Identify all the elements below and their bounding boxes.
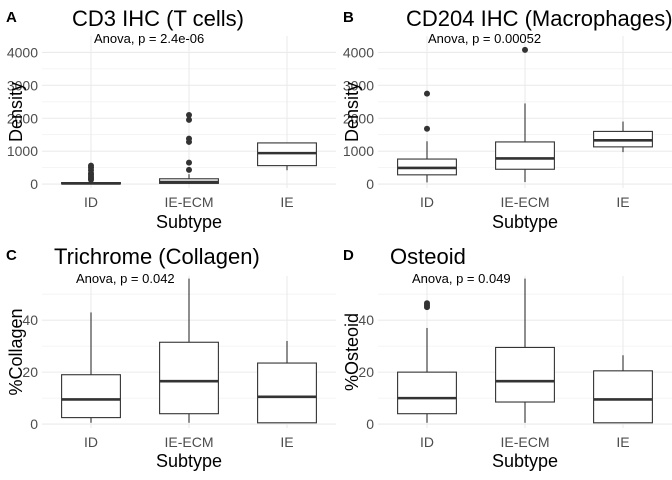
outlier-point: [186, 116, 192, 123]
y-axis-title: %Collagen: [6, 308, 26, 395]
panel-letter: B: [343, 9, 354, 26]
box-iqr: [397, 371, 457, 415]
y-tick-label: 0: [366, 176, 374, 192]
outlier-point: [424, 125, 430, 132]
box-id: [397, 90, 457, 183]
y-tick-label: 0: [30, 416, 38, 432]
y-tick-label: 4000: [7, 44, 38, 60]
title-band: [52, 244, 372, 265]
box-ie-ecm: [159, 278, 219, 423]
x-tick-label: IE-ECM: [165, 194, 214, 210]
box-ie: [593, 355, 653, 424]
panel-a: 0 1000 2000 3000 4000 ID IE-ECM IE Subtype Densit…: [6, 6, 390, 232]
x-axis-title: Subtype: [156, 451, 222, 471]
y-tick-label: 4000: [343, 44, 374, 60]
x-tick-label: IE-ECM: [501, 194, 550, 210]
panel-b: 0 1000 2000 3000 4000 ID IE-ECM IE Subtype Densit…: [342, 6, 672, 232]
y-tick-label: 40: [358, 312, 374, 328]
box-ie-ecm: [495, 278, 555, 423]
x-tick-label: ID: [420, 434, 434, 450]
y-tick-label: 20: [22, 364, 38, 380]
x-tick-label: ID: [84, 194, 98, 210]
title-band: [70, 6, 390, 27]
title-band: [404, 6, 672, 27]
outlier-point: [186, 166, 192, 173]
x-axis-title: Subtype: [492, 451, 558, 471]
y-tick-label: 0: [366, 416, 374, 432]
panel-c: 0 20 40 ID IE-ECM IE Subtype %Collagen C Anova, p…: [6, 244, 372, 471]
x-axis-title: Subtype: [156, 212, 222, 232]
y-axis-title: Density: [6, 82, 26, 142]
x-tick-label: ID: [84, 434, 98, 450]
outlier-point: [186, 159, 192, 166]
box-iqr: [495, 346, 555, 403]
panel-letter: A: [6, 9, 17, 26]
panel-title: Trichrome (Collagen): [54, 244, 260, 269]
box-iqr: [593, 370, 653, 424]
box-id: [61, 162, 121, 185]
box-id: [61, 312, 121, 423]
box-ie: [593, 121, 653, 153]
y-axis-title: %Osteoid: [342, 313, 362, 391]
box-ie-ecm: [495, 46, 555, 183]
panel-letter: C: [6, 247, 17, 264]
y-tick-label: 40: [22, 312, 38, 328]
title-band: [388, 244, 672, 265]
box-id: [397, 300, 457, 423]
x-tick-label: IE: [616, 194, 629, 210]
anova-annotation: Anova, p = 0.00052: [428, 31, 541, 46]
x-tick-label: ID: [420, 194, 434, 210]
anova-annotation: Anova, p = 0.042: [76, 271, 175, 286]
box-ie: [257, 142, 317, 171]
outlier-point: [522, 46, 528, 53]
y-tick-label: 1000: [343, 143, 374, 159]
box-iqr: [257, 362, 317, 424]
x-tick-label: IE: [616, 434, 629, 450]
panel-title: Osteoid: [390, 244, 466, 269]
panel-letter: D: [343, 247, 354, 264]
outlier-point: [424, 300, 430, 307]
y-tick-label: 3000: [7, 77, 38, 93]
x-axis-title: Subtype: [492, 212, 558, 232]
box-iqr: [495, 141, 555, 170]
box-ie: [257, 340, 317, 424]
y-tick-label: 0: [30, 176, 38, 192]
box-iqr: [159, 341, 219, 415]
y-tick-label: 2000: [343, 110, 374, 126]
y-tick-label: 20: [358, 364, 374, 380]
panel-title: CD204 IHC (Macrophages): [406, 6, 672, 31]
x-tick-label: IE: [280, 434, 293, 450]
x-tick-label: IE-ECM: [501, 434, 550, 450]
anova-annotation: Anova, p = 0.049: [412, 271, 511, 286]
outlier-point: [424, 90, 430, 97]
outlier-point: [186, 135, 192, 142]
panel-d: 0 20 40 ID IE-ECM IE Subtype %Osteoid D Anova, p …: [342, 244, 672, 471]
y-tick-label: 3000: [343, 77, 374, 93]
y-tick-label: 2000: [7, 110, 38, 126]
outlier-point: [186, 111, 192, 118]
y-axis-title: Density: [342, 82, 362, 142]
anova-annotation: Anova, p = 2.4e-06: [94, 31, 204, 46]
x-tick-label: IE-ECM: [165, 434, 214, 450]
box-ie-ecm: [159, 111, 219, 185]
panel-title: CD3 IHC (T cells): [72, 6, 244, 31]
x-tick-label: IE: [280, 194, 293, 210]
outlier-point: [88, 162, 94, 169]
box-iqr: [61, 374, 121, 419]
y-tick-label: 1000: [7, 143, 38, 159]
